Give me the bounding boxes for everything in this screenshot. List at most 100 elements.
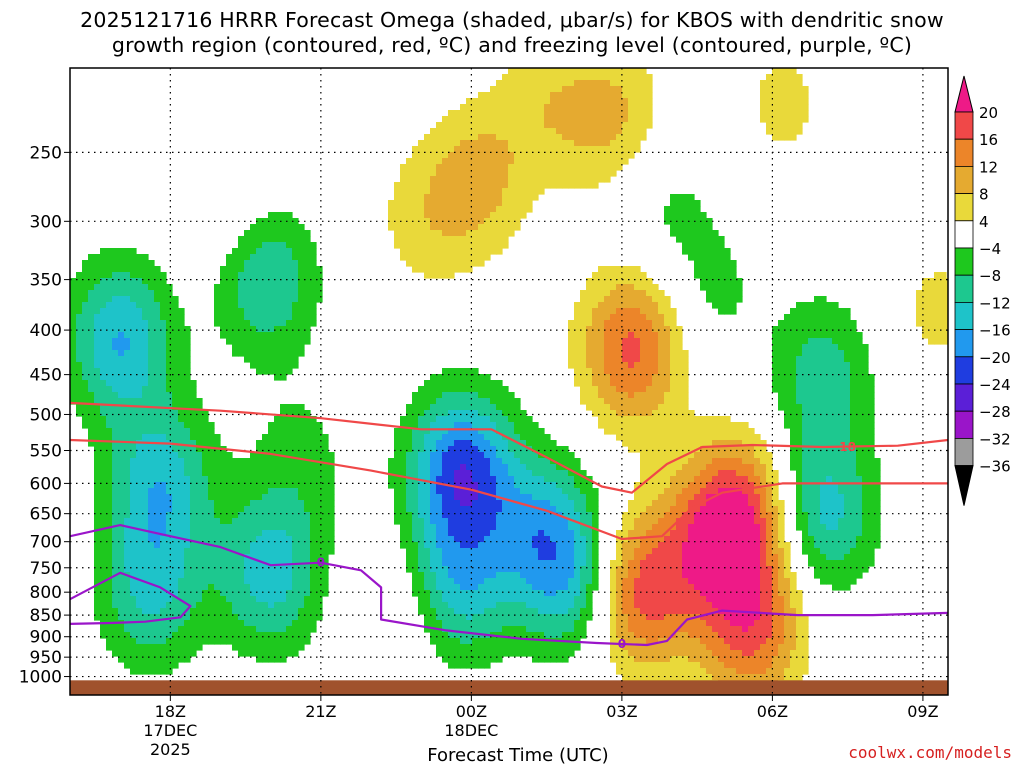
omega-cell (622, 386, 629, 393)
omega-cell (538, 530, 545, 537)
omega-cell (418, 170, 425, 177)
omega-cell (208, 428, 215, 435)
omega-cell (550, 122, 557, 129)
omega-cell (106, 368, 113, 375)
omega-cell (232, 494, 239, 501)
omega-cell (526, 206, 533, 213)
omega-cell (280, 422, 287, 429)
omega-cell (262, 434, 269, 441)
omega-cell (598, 266, 605, 273)
omega-cell (460, 656, 467, 663)
omega-cell (580, 176, 587, 183)
omega-cell (496, 584, 503, 591)
omega-cell (478, 224, 485, 231)
omega-cell (448, 512, 455, 519)
omega-cell (148, 302, 155, 309)
omega-cell (160, 500, 167, 507)
omega-cell (466, 530, 473, 537)
omega-cell (466, 428, 473, 435)
omega-cell (106, 536, 113, 543)
omega-cell (298, 242, 305, 249)
omega-cell (544, 608, 551, 615)
omega-cell (442, 182, 449, 189)
omega-cell (112, 452, 119, 459)
omega-cell (232, 470, 239, 477)
omega-cell (238, 350, 245, 357)
omega-cell (496, 230, 503, 237)
omega-cell (496, 542, 503, 549)
omega-cell (208, 422, 215, 429)
omega-cell (274, 248, 281, 255)
omega-cell (472, 116, 479, 123)
omega-cell (580, 308, 587, 315)
omega-cell (214, 638, 221, 645)
omega-cell (448, 158, 455, 165)
omega-cell (544, 518, 551, 525)
omega-cell (184, 656, 191, 663)
omega-cell (568, 476, 575, 483)
omega-cell (454, 542, 461, 549)
omega-cell (88, 398, 95, 405)
omega-cell (556, 656, 563, 663)
omega-cell (466, 410, 473, 417)
omega-cell (496, 122, 503, 129)
omega-cell (436, 644, 443, 651)
omega-cell (160, 518, 167, 525)
omega-cell (418, 554, 425, 561)
omega-cell (268, 554, 275, 561)
omega-cell (274, 434, 281, 441)
omega-cell (244, 350, 251, 357)
omega-cell (478, 152, 485, 159)
omega-cell (208, 440, 215, 447)
omega-cell (448, 380, 455, 387)
omega-cell (184, 440, 191, 447)
omega-cell (592, 398, 599, 405)
omega-cell (628, 278, 635, 285)
omega-cell (298, 530, 305, 537)
omega-cell (526, 440, 533, 447)
omega-cell (292, 632, 299, 639)
omega-cell (190, 638, 197, 645)
omega-cell (550, 644, 557, 651)
omega-cell (430, 602, 437, 609)
omega-cell (100, 338, 107, 345)
omega-cell (550, 560, 557, 567)
omega-cell (472, 260, 479, 267)
omega-cell (418, 416, 425, 423)
omega-cell (112, 344, 119, 351)
omega-cell (574, 476, 581, 483)
omega-cell (226, 554, 233, 561)
omega-cell (166, 470, 173, 477)
omega-cell (484, 644, 491, 651)
omega-cell (562, 602, 569, 609)
omega-cell (574, 326, 581, 333)
omega-cell (454, 236, 461, 243)
omega-cell (172, 356, 179, 363)
omega-cell (628, 320, 635, 327)
omega-cell (232, 260, 239, 267)
omega-cell (250, 254, 257, 261)
omega-cell (490, 578, 497, 585)
omega-cell (292, 458, 299, 465)
omega-cell (466, 374, 473, 381)
omega-cell (172, 470, 179, 477)
omega-cell (244, 632, 251, 639)
omega-cell (316, 506, 323, 513)
omega-cell (316, 494, 323, 501)
omega-cell (286, 566, 293, 573)
omega-cell (142, 530, 149, 537)
omega-cell (256, 338, 263, 345)
omega-cell (292, 284, 299, 291)
omega-cell (490, 620, 497, 627)
omega-cell (274, 602, 281, 609)
omega-cell (490, 104, 497, 111)
omega-cell (418, 596, 425, 603)
omega-cell (190, 398, 197, 405)
omega-cell (436, 272, 443, 279)
omega-cell (460, 572, 467, 579)
omega-cell (562, 596, 569, 603)
omega-cell (586, 578, 593, 585)
omega-cell (550, 134, 557, 141)
omega-cell (562, 554, 569, 561)
omega-cell (430, 632, 437, 639)
